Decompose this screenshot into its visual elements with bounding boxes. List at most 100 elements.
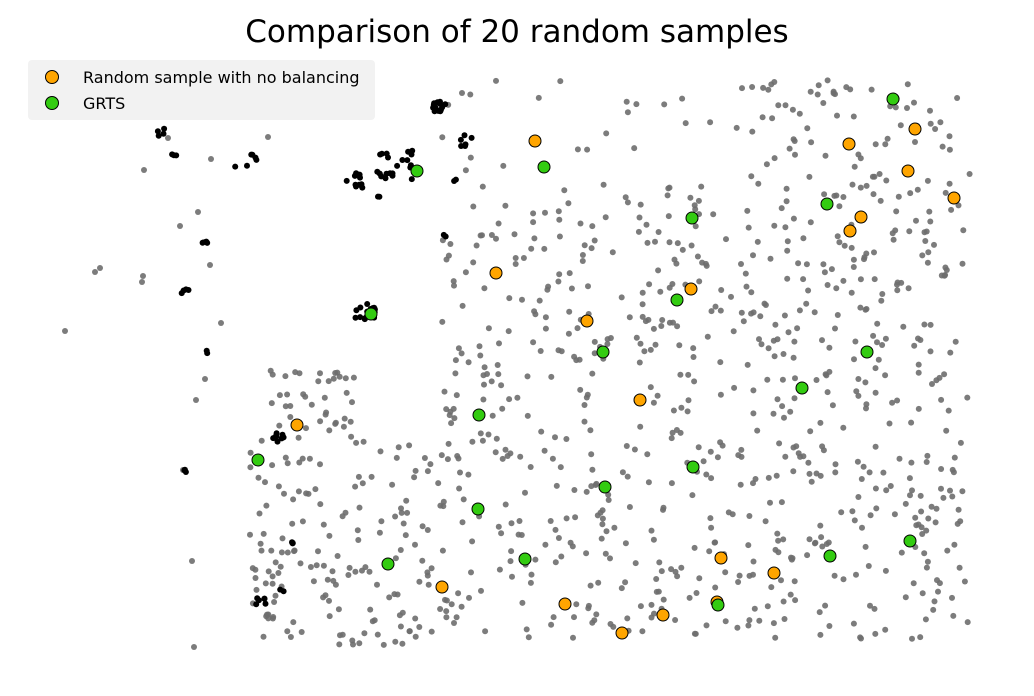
population-point <box>668 480 675 487</box>
population-point <box>882 567 889 574</box>
population-point <box>512 261 519 267</box>
grts-sample-point <box>518 552 532 566</box>
population-point <box>275 483 282 490</box>
population-point <box>317 418 324 425</box>
population-point <box>923 228 930 235</box>
population-point <box>848 289 855 296</box>
population-point <box>332 370 339 376</box>
population-point <box>272 592 279 599</box>
population-point <box>502 202 509 209</box>
population-point <box>536 297 543 304</box>
population-point <box>636 214 643 221</box>
population-point <box>722 618 729 625</box>
population-point <box>351 172 358 179</box>
population-point <box>645 479 652 486</box>
population-point <box>921 321 928 328</box>
population-point <box>712 303 719 310</box>
population-point <box>814 91 821 98</box>
population-point <box>637 603 644 610</box>
population-point <box>541 447 548 454</box>
population-point <box>742 270 749 277</box>
population-point <box>528 245 535 252</box>
grts-sample-point <box>823 549 837 563</box>
population-point <box>296 370 303 377</box>
population-point <box>195 209 201 215</box>
population-point <box>938 396 945 403</box>
population-point <box>745 542 752 549</box>
population-point <box>469 538 476 545</box>
population-point <box>826 623 833 629</box>
population-point <box>653 588 660 595</box>
population-point <box>917 634 924 641</box>
population-point <box>925 249 932 256</box>
population-point <box>600 181 607 188</box>
population-point <box>299 455 306 462</box>
population-point <box>589 619 596 626</box>
population-point <box>261 595 268 602</box>
random-sample-point <box>489 266 503 280</box>
population-point <box>850 620 857 627</box>
population-point <box>394 162 401 169</box>
population-point <box>277 586 284 593</box>
population-point <box>754 238 761 245</box>
population-point <box>622 194 629 201</box>
population-point <box>851 356 857 363</box>
population-point <box>895 193 902 200</box>
population-point <box>872 630 879 637</box>
population-point <box>399 157 406 163</box>
population-point <box>904 81 911 88</box>
population-point <box>708 524 715 531</box>
population-point <box>361 630 368 637</box>
population-point <box>530 219 537 226</box>
population-point <box>295 434 302 441</box>
population-point <box>193 397 199 403</box>
population-point <box>457 136 464 143</box>
population-point <box>555 278 562 285</box>
population-point <box>402 532 409 539</box>
population-point <box>326 597 332 604</box>
population-point <box>748 310 755 317</box>
population-point <box>493 77 499 84</box>
population-point <box>611 524 618 531</box>
population-point <box>443 608 450 615</box>
population-point <box>403 497 410 504</box>
population-point <box>782 224 789 231</box>
population-point <box>408 176 415 183</box>
population-point <box>603 528 610 535</box>
population-point <box>652 341 659 348</box>
population-point <box>492 449 499 456</box>
population-point <box>618 585 625 592</box>
population-point <box>461 132 468 139</box>
population-point <box>800 453 807 460</box>
population-point <box>607 621 614 627</box>
population-point <box>340 423 347 430</box>
population-point <box>353 439 360 446</box>
population-point <box>499 455 506 462</box>
population-point <box>943 427 950 434</box>
population-point <box>588 245 595 252</box>
population-point <box>783 198 790 205</box>
population-point <box>772 321 779 328</box>
population-point <box>763 161 770 168</box>
population-point <box>442 101 449 108</box>
population-point <box>695 197 702 204</box>
population-point <box>343 389 350 396</box>
population-point <box>877 197 884 204</box>
population-point <box>376 193 383 200</box>
population-point <box>347 418 354 425</box>
population-point <box>595 579 602 586</box>
population-point <box>493 235 499 242</box>
population-point <box>343 177 350 184</box>
population-point <box>691 202 698 209</box>
population-point <box>588 451 595 458</box>
population-point <box>354 527 361 534</box>
population-point <box>672 617 679 623</box>
population-point <box>339 631 346 638</box>
population-point <box>760 84 767 91</box>
population-point <box>855 494 862 500</box>
population-point <box>791 395 798 402</box>
population-point <box>796 307 803 314</box>
population-point <box>330 577 337 584</box>
population-point <box>177 223 183 229</box>
random-sample-point <box>908 122 922 136</box>
